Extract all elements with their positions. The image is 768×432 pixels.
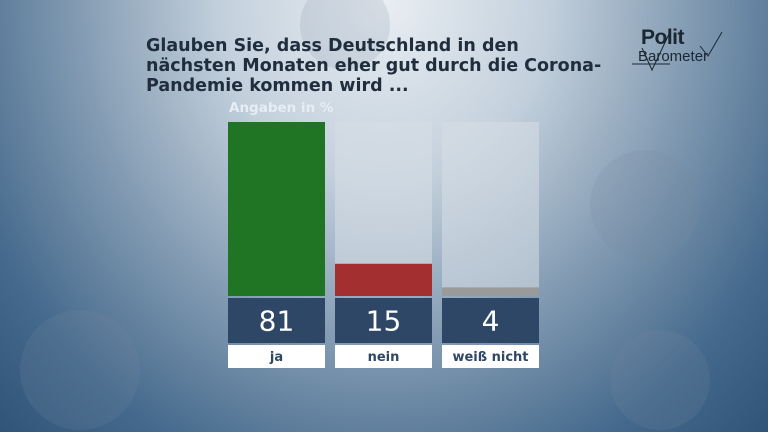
data-label: 81 [259, 305, 295, 338]
bar [228, 122, 325, 296]
logo-line-1: Polit [641, 26, 685, 49]
value-box [228, 298, 325, 343]
logo-line-2: Barometer [638, 48, 709, 65]
background-virus-shape [610, 330, 710, 430]
category-label: weiß nicht [452, 350, 528, 365]
category-box [335, 345, 432, 368]
bar [335, 263, 432, 296]
category-box [442, 345, 539, 368]
chart-title: Glauben Sie, dass Deutschland in den näc… [146, 36, 602, 96]
category-label: ja [269, 350, 283, 365]
value-box [335, 298, 432, 343]
logo-check-icon [632, 31, 723, 72]
data-label: 4 [482, 305, 500, 338]
background-virus-shape [20, 310, 140, 430]
data-label: 15 [366, 305, 402, 338]
background-virus-shape [590, 150, 700, 260]
category-box [228, 345, 325, 368]
bar-track [442, 122, 539, 296]
bar [442, 287, 539, 296]
category-label: nein [368, 350, 400, 365]
background-virus-shape [300, 0, 390, 70]
value-box [442, 298, 539, 343]
chart-subtitle: Angaben in % [229, 100, 334, 116]
politbarometer-logo: Polit Barometer [630, 26, 730, 76]
